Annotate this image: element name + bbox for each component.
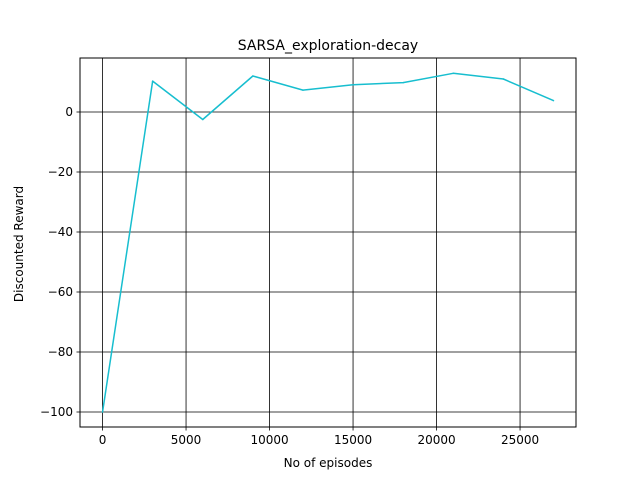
data-point (502, 78, 505, 80)
x-tick-label: 25000 (501, 433, 539, 447)
y-tick-label: 0 (65, 105, 73, 119)
y-tick-label: −60 (48, 285, 73, 299)
x-axis-title: No of episodes (284, 456, 373, 470)
x-tick-label: 5000 (171, 433, 202, 447)
data-point (252, 75, 254, 77)
data-point (302, 89, 304, 91)
x-tick-label: 15000 (334, 433, 372, 447)
series-layer (101, 72, 555, 413)
series-line (101, 72, 554, 413)
data-point (452, 72, 455, 75)
y-tick-label: −40 (48, 225, 73, 239)
grid (80, 58, 576, 427)
y-axis-title: Discounted Reward (12, 186, 26, 302)
chart-title: SARSA_exploration-decay (238, 38, 418, 54)
y-tick-label: −20 (48, 165, 73, 179)
y-tick-label: −80 (48, 345, 73, 359)
data-point (201, 118, 204, 121)
y-tick-label: −100 (40, 405, 73, 419)
x-axis: 0 5000 10000 15000 20000 25000 (99, 427, 539, 447)
data-point (352, 83, 354, 86)
x-tick-label: 10000 (250, 433, 288, 447)
data-point (402, 81, 404, 84)
y-axis: −100 −80 −60 −40 −20 0 (40, 105, 80, 419)
plot-frame (79, 57, 577, 428)
data-point (552, 99, 555, 102)
x-tick-label: 20000 (417, 433, 455, 447)
x-tick-label: 0 (99, 433, 107, 447)
data-point (151, 80, 154, 82)
data-point (101, 411, 104, 413)
